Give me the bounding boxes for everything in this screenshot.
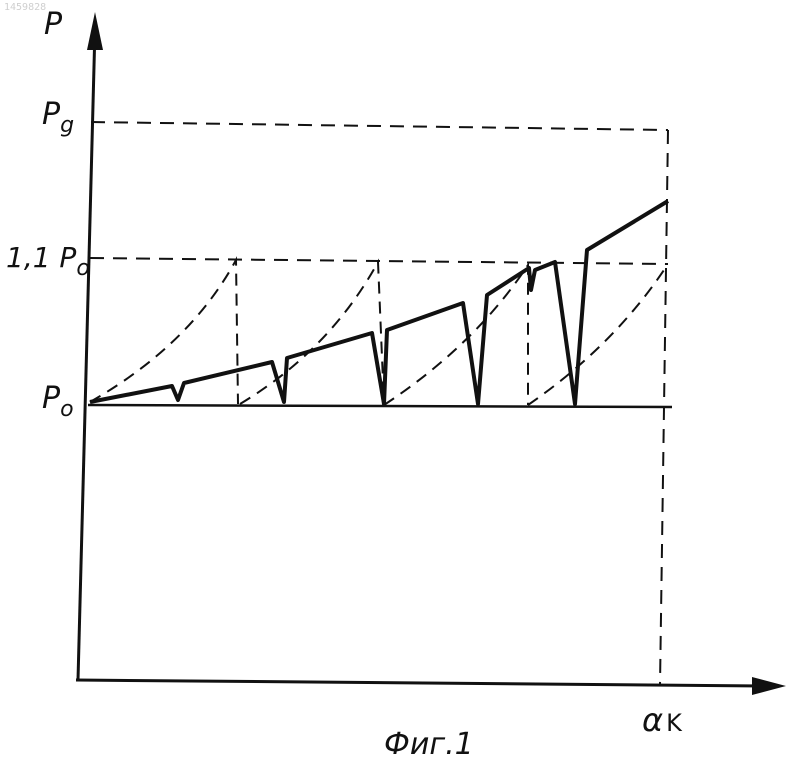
x-axis-label: αK	[642, 704, 682, 736]
x-axis-label-sub: K	[666, 709, 682, 737]
p11-level-prefix: 1,1 P	[6, 241, 76, 274]
pg-level-sub: g	[60, 113, 74, 138]
dashed-curve-2	[240, 262, 384, 405]
pg-level-prefix: P	[42, 97, 60, 132]
pg-dashed-line	[91, 122, 668, 130]
dashed-curve-1	[90, 260, 238, 404]
p11-level-label: 1,1 Po	[6, 244, 90, 272]
pg-level-label: Pg	[42, 100, 74, 130]
axes	[76, 12, 786, 695]
y-axis-arrow	[87, 12, 103, 50]
figure-caption: Фиг.1	[384, 730, 474, 760]
p0-level-sub: o	[60, 397, 73, 422]
y-axis	[78, 28, 95, 680]
p11-level-sub: o	[76, 256, 89, 281]
dashed-curve-3	[384, 265, 528, 405]
dashed-curve-4	[528, 264, 668, 405]
x-axis	[76, 680, 770, 686]
p0-line	[88, 405, 672, 407]
p0-level-prefix: P	[42, 381, 60, 416]
x-axis-arrow	[752, 677, 786, 695]
reference-lines	[88, 122, 672, 685]
y-axis-label: P	[44, 10, 62, 40]
x-axis-label-main: α	[642, 701, 663, 739]
p0-level-label: Po	[42, 384, 74, 414]
